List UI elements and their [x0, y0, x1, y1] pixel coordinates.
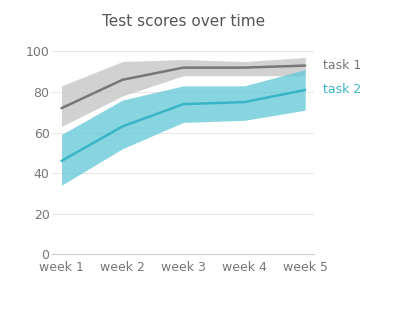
Title: Test scores over time: Test scores over time	[102, 14, 265, 29]
Text: task 2: task 2	[323, 83, 361, 96]
Text: task 1: task 1	[323, 59, 361, 72]
